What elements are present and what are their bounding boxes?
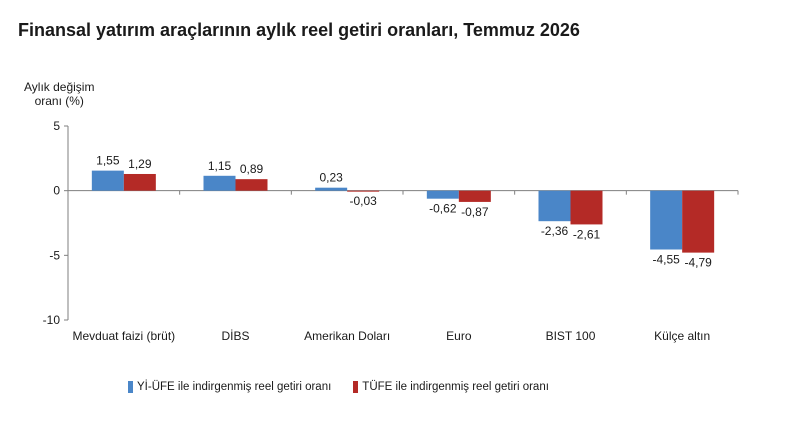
x-tick-label: Külçe altın [654,329,710,343]
legend-item-yi-ufe: Yİ-ÜFE ile indirgenmiş reel getiri oranı [128,381,331,393]
legend-item-tufe: TÜFE ile indirgenmiş reel getiri oranı [353,381,549,393]
legend-label-tufe: TÜFE ile indirgenmiş reel getiri oranı [362,381,549,393]
bar [570,190,603,225]
data-label: 0,23 [319,171,343,185]
data-label: -0,03 [349,194,377,208]
bar [650,190,683,250]
bar [426,190,459,199]
chart-title: Finansal yatırım araçlarının aylık reel … [18,20,580,40]
y-tick-label: -10 [43,313,61,327]
legend-label-yi-ufe: Yİ-ÜFE ile indirgenmiş reel getiri oranı [137,381,332,393]
y-axis-label-line-2: oranı (%) [34,94,84,108]
bar [123,173,156,191]
y-tick-label: 5 [53,119,60,133]
bar [538,190,571,222]
y-tick-label: 0 [53,184,60,198]
x-tick-label: BIST 100 [546,329,596,343]
x-tick-label: DİBS [221,329,249,343]
data-label: -0,62 [429,202,457,216]
data-label: 1,29 [128,157,152,171]
bar [315,187,348,191]
bar [682,190,715,253]
bar [347,190,380,192]
data-label: 1,15 [208,159,232,173]
data-label: -2,61 [573,227,601,241]
bar [91,170,124,191]
legend-swatch-tufe [353,381,359,393]
bar [203,175,236,191]
y-axis-label: Aylık değişim oranı (%) [24,80,94,108]
data-label: 0,89 [240,162,264,176]
x-tick-label: Mevduat faizi (brüt) [72,329,175,343]
data-label: -2,36 [541,224,569,238]
y-axis-label-line-1: Aylık değişim [24,80,95,94]
bar [458,190,491,202]
legend-swatch-yi-ufe [128,381,133,393]
legend: Yİ-ÜFE ile indirgenmiş reel getiri oranı… [128,381,549,393]
bar [235,179,268,191]
data-label: -4,79 [684,256,712,270]
data-label: -4,55 [652,253,680,267]
y-tick-label: -5 [49,248,60,262]
x-tick-label: Amerikan Doları [304,329,390,343]
x-tick-label: Euro [446,329,472,343]
data-label: 1,55 [96,154,120,168]
data-label: -0,87 [461,205,489,219]
